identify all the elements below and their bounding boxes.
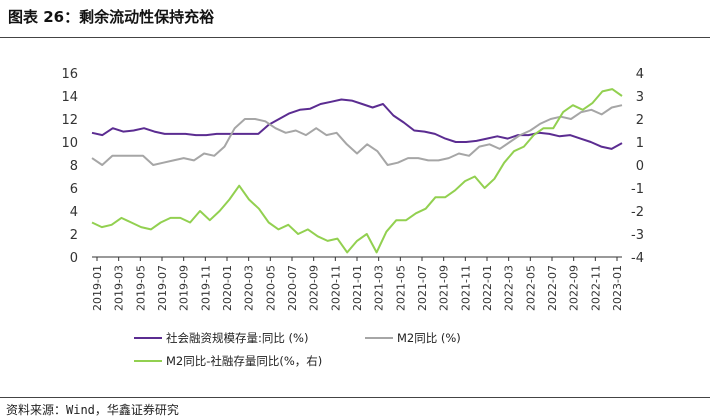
y-right-tick-label: 0 [636, 159, 644, 174]
x-tick-label: 2022-07 [546, 265, 559, 311]
legend-label: M2同比 (%) [397, 331, 461, 345]
x-tick-label: 2020-03 [243, 265, 256, 311]
figure-title: 图表 26：剩余流动性保持充裕 [8, 8, 215, 26]
legend-label: M2同比-社融存量同比(%，右) [166, 354, 322, 368]
y-left-tick-label: 2 [70, 228, 78, 243]
x-tick-label: 2019-07 [156, 265, 169, 311]
afre-yoy-line [91, 98, 623, 150]
legend-label: 社会融资规模存量:同比 (%) [166, 331, 308, 345]
y-right-tick-label: -3 [631, 228, 644, 243]
y-left-tick-label: 0 [70, 251, 78, 266]
y-left-tick-label: 6 [70, 182, 78, 197]
x-tick-label: 2019-01 [91, 265, 104, 311]
source-note: 资料来源：Wind，华鑫证券研究 [6, 403, 179, 417]
y-left-tick-label: 16 [61, 67, 78, 82]
x-tick-label: 2021-01 [351, 265, 364, 311]
y-right-tick-label: 1 [636, 136, 644, 151]
x-tick-label: 2022-05 [524, 265, 537, 311]
x-tick-label: 2022-09 [568, 265, 581, 311]
x-tick-label: 2020-09 [308, 265, 321, 311]
x-tick-label: 2020-01 [221, 265, 234, 311]
x-tick-label: 2021-03 [373, 265, 386, 311]
x-tick-label: 2022-03 [503, 265, 516, 311]
x-tick-label: 2019-05 [134, 265, 147, 311]
x-tick-label: 2022-11 [589, 265, 602, 311]
y-left-tick-label: 8 [70, 159, 78, 174]
x-tick-label: 2020-11 [329, 265, 342, 311]
chart-legend: 社会融资规模存量:同比 (%) M2同比 (%) M2同比-社融存量同比(%，右) [134, 331, 461, 368]
source-rule [0, 397, 710, 398]
y-left-tick-label: 12 [61, 113, 78, 128]
y-left-tick-label: 10 [61, 136, 78, 151]
x-tick-label: 2021-07 [416, 265, 429, 311]
y-right-tick-label: -1 [631, 182, 644, 197]
m2-yoy-line [91, 104, 623, 166]
y-right-tick-label: 4 [636, 67, 644, 82]
y-left-tick-label: 14 [61, 90, 78, 105]
x-tick-label: 2020-07 [286, 265, 299, 311]
x-tick-label: 2021-09 [438, 265, 451, 311]
x-tick-label: 2020-05 [264, 265, 277, 311]
x-tick-label: 2022-01 [481, 265, 494, 311]
x-tick-label: 2019-03 [113, 265, 126, 311]
y-right-tick-label: -2 [631, 205, 644, 220]
y-right-tick-label: 3 [636, 90, 644, 105]
x-tick-label: 2019-11 [199, 265, 212, 311]
x-tick-label: 2019-09 [178, 265, 191, 311]
x-tick-label: 2021-11 [459, 265, 472, 311]
chart-lines [91, 88, 623, 254]
x-tick-label: 2023-01 [611, 265, 624, 311]
y-right-tick-label: -4 [631, 251, 644, 266]
y-right-tick-label: 2 [636, 113, 644, 128]
x-tick-label: 2021-05 [394, 265, 407, 311]
y-left-tick-label: 4 [70, 205, 78, 220]
m2-minus-afre-line [91, 88, 623, 254]
title-rule [0, 37, 710, 38]
